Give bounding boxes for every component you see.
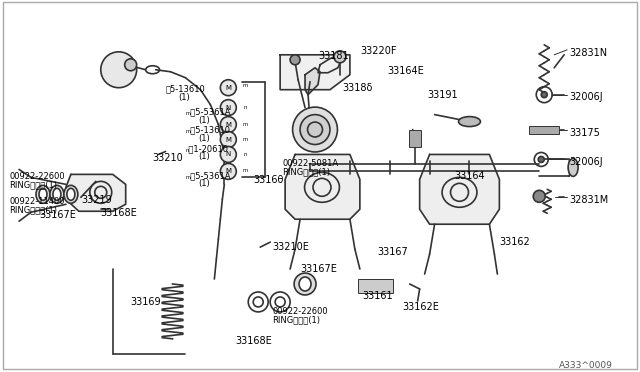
Polygon shape [285, 154, 360, 219]
Text: (1): (1) [198, 116, 210, 125]
Text: ₘ࢑5-5361A: ₘ࢑5-5361A [186, 108, 231, 117]
Text: 32006J: 32006J [569, 92, 603, 102]
Text: RINGリング(1): RINGリング(1) [9, 205, 57, 214]
Circle shape [220, 163, 236, 179]
Ellipse shape [300, 115, 330, 144]
Text: ₘ: ₘ [243, 165, 248, 174]
Ellipse shape [36, 185, 50, 203]
Text: 33168E: 33168E [236, 336, 272, 346]
Text: 33210: 33210 [152, 154, 183, 163]
Text: 33162E: 33162E [403, 302, 440, 312]
Text: 33175: 33175 [569, 128, 600, 138]
Circle shape [533, 190, 545, 202]
Text: 33167E: 33167E [300, 264, 337, 274]
Ellipse shape [458, 116, 481, 126]
Text: 33161: 33161 [362, 291, 392, 301]
Text: ࢑5-13610: ࢑5-13610 [166, 85, 205, 94]
Text: 3318δ: 3318δ [342, 83, 372, 93]
Text: 33219: 33219 [81, 195, 111, 205]
Text: 33164E: 33164E [388, 66, 424, 76]
Circle shape [541, 92, 547, 98]
Text: ₙ: ₙ [244, 149, 247, 158]
Circle shape [220, 132, 236, 147]
Circle shape [220, 147, 236, 163]
Text: ₙ: ₙ [244, 102, 247, 111]
Circle shape [334, 51, 346, 63]
Text: (1): (1) [198, 134, 210, 142]
Text: ₘ࢑5-13610: ₘ࢑5-13610 [186, 126, 230, 135]
Circle shape [125, 59, 137, 71]
Text: 33169: 33169 [131, 297, 161, 307]
Circle shape [100, 52, 137, 88]
Ellipse shape [50, 185, 64, 203]
Text: (1): (1) [179, 93, 190, 102]
Circle shape [220, 116, 236, 132]
Ellipse shape [39, 188, 47, 200]
Circle shape [220, 100, 236, 116]
Text: 00922-11400: 00922-11400 [9, 197, 65, 206]
Text: N: N [226, 105, 231, 110]
Text: M: M [225, 169, 231, 174]
Text: ₘ: ₘ [243, 134, 248, 143]
Text: 33167E: 33167E [39, 210, 76, 220]
Text: ₘ: ₘ [243, 119, 248, 128]
Ellipse shape [308, 122, 323, 137]
Text: 00922-22600: 00922-22600 [272, 307, 328, 316]
Text: M: M [225, 137, 231, 142]
Text: A333^0009: A333^0009 [559, 361, 613, 370]
Ellipse shape [568, 158, 578, 176]
Text: RINGリング(1): RINGリング(1) [9, 180, 57, 189]
Text: 32006J: 32006J [569, 157, 603, 167]
Text: 33162: 33162 [499, 237, 530, 247]
Polygon shape [305, 68, 320, 94]
Ellipse shape [299, 277, 311, 291]
Text: 00922-5081A: 00922-5081A [282, 160, 339, 169]
Text: 33220F: 33220F [360, 46, 396, 56]
Circle shape [290, 55, 300, 65]
Text: 33210E: 33210E [272, 242, 309, 252]
Ellipse shape [64, 185, 78, 203]
Text: (1): (1) [198, 179, 210, 188]
Text: (1): (1) [198, 153, 210, 161]
Text: 00922-22600: 00922-22600 [9, 172, 65, 182]
Circle shape [538, 157, 544, 163]
Text: RINGリング(1): RINGリング(1) [282, 167, 330, 176]
Ellipse shape [67, 188, 75, 200]
Text: 33191: 33191 [428, 90, 458, 100]
Text: 32831M: 32831M [569, 195, 609, 205]
Bar [358, 279, 393, 293]
Text: M: M [225, 85, 231, 91]
Polygon shape [280, 55, 350, 90]
Bar [529, 126, 559, 134]
Text: 33181: 33181 [318, 51, 349, 61]
Ellipse shape [294, 273, 316, 295]
Text: 3316θ: 3316θ [253, 175, 284, 185]
Text: N: N [226, 151, 231, 157]
Text: ₙ࢑1-20610: ₙ࢑1-20610 [186, 144, 228, 154]
Text: 32831N: 32831N [569, 48, 607, 58]
Circle shape [220, 80, 236, 96]
Text: ₘ: ₘ [243, 80, 248, 89]
Polygon shape [420, 154, 499, 224]
Ellipse shape [292, 107, 337, 152]
Polygon shape [66, 174, 125, 211]
Text: 33164: 33164 [454, 171, 485, 182]
Ellipse shape [53, 188, 61, 200]
Text: 33167: 33167 [378, 247, 408, 257]
Text: M: M [225, 122, 231, 128]
Text: RINGリング(1): RINGリング(1) [272, 315, 320, 324]
Bar [409, 129, 420, 147]
Text: ₘ࢑5-5361A: ₘ࢑5-5361A [186, 171, 231, 180]
Text: 33168E: 33168E [100, 208, 138, 218]
